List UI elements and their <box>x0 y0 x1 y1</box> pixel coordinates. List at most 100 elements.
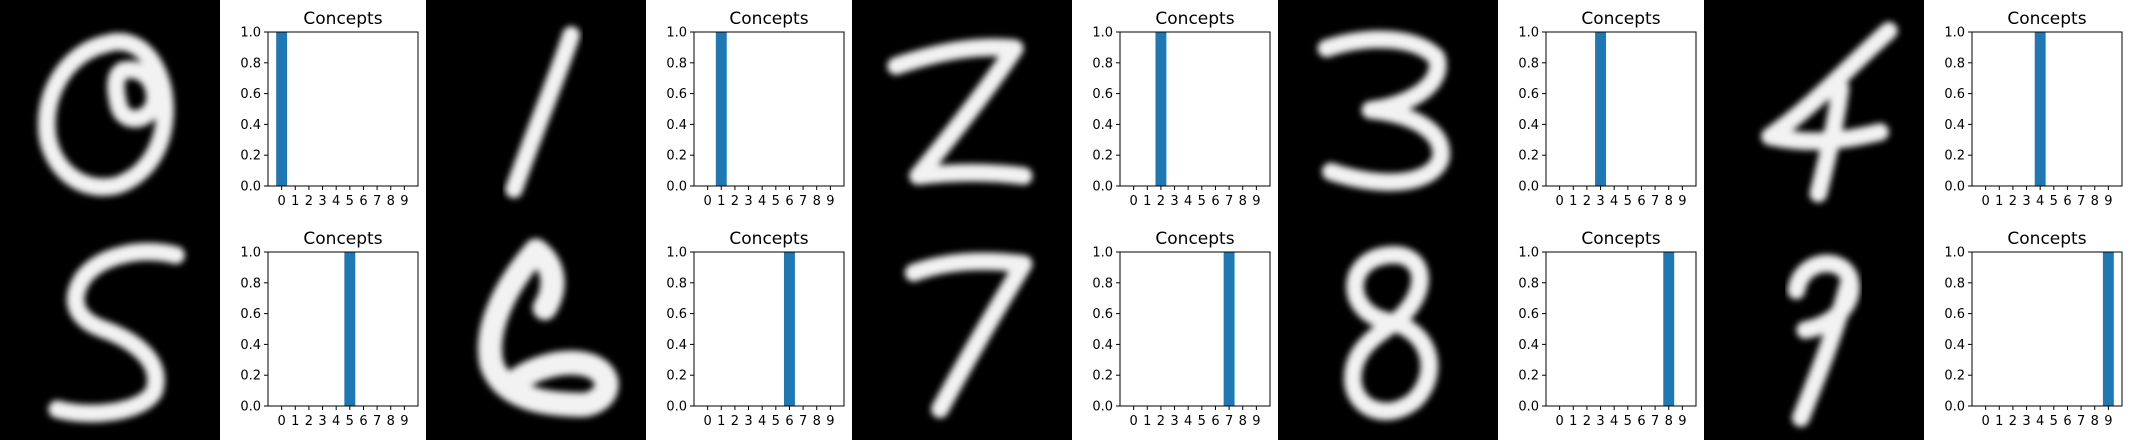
x-tick-label: 7 <box>373 194 381 209</box>
y-tick-label: 0.0 <box>1518 180 1539 195</box>
concepts-chart-7: Concepts 0.0 0.2 0.4 0.6 0.8 1.0 0 1 2 3 4 5 6 7 8 9 <box>1080 224 1290 439</box>
x-tick-label: 3 <box>318 194 326 209</box>
y-tick-label: 1.0 <box>1092 26 1113 41</box>
digit-image-7 <box>852 220 1072 440</box>
digit-image-1 <box>426 0 646 220</box>
y-tick-label: 0.2 <box>1092 369 1113 384</box>
x-tick-label: 0 <box>703 194 711 209</box>
x-tick-label: 1 <box>1995 194 2003 209</box>
x-tick-label: 8 <box>813 414 821 429</box>
y-tick-label: 0.0 <box>666 400 687 415</box>
x-tick-label: 7 <box>799 194 807 209</box>
x-tick-label: 1 <box>1143 414 1151 429</box>
x-tick-label: 5 <box>1624 194 1632 209</box>
y-tick-label: 1.0 <box>666 246 687 261</box>
x-tick-label: 0 <box>1555 194 1563 209</box>
y-tick-label: 0.2 <box>1944 369 1965 384</box>
y-tick-label: 0.4 <box>1092 338 1113 353</box>
x-tick-label: 0 <box>1129 414 1137 429</box>
x-tick-label: 7 <box>1651 194 1659 209</box>
digit-image-3 <box>1278 0 1498 220</box>
y-tick-label: 0.2 <box>1092 149 1113 164</box>
x-tick-label: 1 <box>1143 194 1151 209</box>
y-tick-label: 0.4 <box>1944 118 1965 133</box>
y-tick-label: 0.8 <box>1944 56 1965 71</box>
x-tick-label: 0 <box>1555 414 1563 429</box>
y-tick-label: 0.4 <box>240 118 261 133</box>
digit-stroke <box>48 243 185 423</box>
x-tick-label: 4 <box>1610 194 1618 209</box>
y-tick-label: 0.2 <box>240 149 261 164</box>
y-tick-label: 0.2 <box>666 369 687 384</box>
bar-3 <box>1595 32 1606 186</box>
digit-stroke <box>38 33 174 196</box>
plot-area <box>267 251 419 407</box>
x-tick-label: 4 <box>1184 414 1192 429</box>
y-tick-label: 0.8 <box>666 276 687 291</box>
digit-image-9 <box>1704 220 1924 440</box>
x-tick-label: 0 <box>277 194 285 209</box>
y-tick-label: 0.0 <box>1944 400 1965 415</box>
x-tick-label: 5 <box>772 194 780 209</box>
digit-stroke <box>505 26 580 199</box>
x-tick-label: 5 <box>1198 194 1206 209</box>
x-tick-label: 6 <box>785 414 793 429</box>
x-tick-label: 8 <box>1239 194 1247 209</box>
y-tick-label: 0.6 <box>1944 307 1965 322</box>
bar-8 <box>1663 252 1675 406</box>
concepts-chart-1: Concepts 0.0 0.2 0.4 0.6 0.8 1.0 0 1 2 3 4 5 6 7 8 9 <box>654 4 864 219</box>
y-tick-label: 0.2 <box>1944 149 1965 164</box>
x-tick-label: 7 <box>373 414 381 429</box>
x-tick-label: 9 <box>400 414 408 429</box>
y-tick-label: 0.8 <box>1518 276 1539 291</box>
digit-stroke <box>477 238 619 417</box>
y-tick-label: 0.0 <box>666 180 687 195</box>
y-tick-label: 0.6 <box>1944 87 1965 102</box>
y-tick-label: 0.4 <box>666 338 687 353</box>
x-tick-label: 0 <box>1981 194 1989 209</box>
digit-stroke <box>1809 79 1850 203</box>
y-tick-label: 1.0 <box>1092 246 1113 261</box>
y-tick-label: 0.8 <box>1518 56 1539 71</box>
digit-image-4 <box>1704 0 1924 220</box>
digit-stroke <box>1792 272 1858 427</box>
chart-title: Concepts <box>729 229 808 249</box>
bar-5 <box>344 252 356 406</box>
x-tick-label: 3 <box>1170 414 1178 429</box>
x-tick-label: 6 <box>1637 414 1645 429</box>
x-tick-label: 1 <box>291 414 299 429</box>
x-tick-label: 5 <box>346 414 354 429</box>
x-tick-label: 2 <box>1157 414 1165 429</box>
x-tick-label: 1 <box>717 194 725 209</box>
y-tick-label: 0.8 <box>1092 276 1113 291</box>
x-tick-label: 6 <box>1211 194 1219 209</box>
x-tick-label: 1 <box>1995 414 2003 429</box>
x-tick-label: 9 <box>826 414 834 429</box>
x-tick-label: 8 <box>1665 194 1673 209</box>
x-tick-label: 2 <box>731 194 739 209</box>
x-tick-label: 0 <box>1981 414 1989 429</box>
x-tick-label: 2 <box>305 194 313 209</box>
x-tick-label: 1 <box>1569 414 1577 429</box>
x-tick-label: 2 <box>1583 414 1591 429</box>
x-tick-label: 0 <box>1129 194 1137 209</box>
x-tick-label: 2 <box>731 414 739 429</box>
concepts-chart-2: Concepts 0.0 0.2 0.4 0.6 0.8 1.0 0 1 2 3 4 5 6 7 8 9 <box>1080 4 1290 219</box>
x-tick-label: 9 <box>1678 194 1686 209</box>
concepts-chart-4: Concepts 0.0 0.2 0.4 0.6 0.8 1.0 0 1 2 3 4 5 6 7 8 9 <box>1932 4 2130 219</box>
plot-area <box>1545 31 1697 187</box>
x-tick-label: 4 <box>332 194 340 209</box>
y-tick-label: 0.6 <box>1518 87 1539 102</box>
y-tick-label: 0.6 <box>240 307 261 322</box>
y-tick-label: 1.0 <box>1944 26 1965 41</box>
y-tick-label: 0.8 <box>1092 56 1113 71</box>
x-tick-label: 3 <box>2022 194 2030 209</box>
digit-stroke <box>1317 30 1450 191</box>
x-tick-label: 4 <box>758 414 766 429</box>
y-tick-label: 0.6 <box>666 307 687 322</box>
bar-1 <box>715 32 727 186</box>
y-tick-label: 0.4 <box>240 338 261 353</box>
y-tick-label: 1.0 <box>240 26 261 41</box>
y-tick-label: 0.4 <box>666 118 687 133</box>
